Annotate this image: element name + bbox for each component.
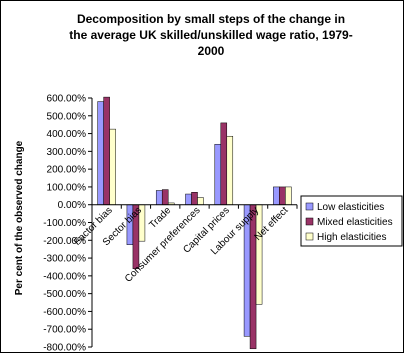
y-tick-label: 400.00% <box>47 129 87 140</box>
chart-title-line-3: 2000 <box>198 44 225 58</box>
y-tick-label: -400.00% <box>43 271 86 282</box>
y-tick-label: -800.00% <box>43 343 86 354</box>
bar <box>109 128 116 205</box>
legend-label: Mixed elasticities <box>317 217 393 228</box>
plot-area: 600.00% 500.00% 400.00% 300.00% 200.00% 100.0… <box>43 94 298 354</box>
bar <box>214 143 222 205</box>
y-axis-label: Per cent of the observed change <box>14 140 25 295</box>
y-tick-label: 200.00% <box>47 165 87 176</box>
y-tick-label: 300.00% <box>47 147 87 158</box>
bar <box>103 96 110 205</box>
y-tick-label: -300.00% <box>43 254 86 265</box>
legend-label: High elasticities <box>317 232 386 243</box>
bar <box>273 186 280 205</box>
y-tick-label: 600.00% <box>47 94 87 105</box>
y-tick-label: 0.00% <box>58 200 86 211</box>
bar <box>249 204 257 350</box>
y-tick-label: -200.00% <box>43 236 86 247</box>
bar <box>226 135 234 205</box>
bar <box>191 192 198 205</box>
bar <box>279 186 286 205</box>
y-tick-label: -700.00% <box>43 325 86 336</box>
bar <box>185 193 192 205</box>
chart-title: Decomposition by small steps of the chan… <box>69 12 352 58</box>
bar <box>155 190 163 205</box>
y-tick-label: 100.00% <box>47 182 87 193</box>
legend: Low elasticities Mixed elasticities High e… <box>300 195 403 247</box>
legend-swatch <box>305 202 314 211</box>
legend-box <box>300 195 403 247</box>
chart-title-line-1: Decomposition by small steps of the chan… <box>77 12 345 26</box>
bar <box>161 189 169 205</box>
legend-swatch <box>305 217 314 226</box>
legend-label: Low elasticities <box>317 202 384 213</box>
bar <box>197 197 204 205</box>
y-tick-label: -100.00% <box>43 218 86 229</box>
y-tick-label: -500.00% <box>43 289 86 300</box>
chart-title-line-2: the average UK skilled/unskilled wage ra… <box>69 28 352 42</box>
y-tick-label: -600.00% <box>43 307 86 318</box>
bar <box>255 204 263 305</box>
bar <box>285 186 292 205</box>
bar <box>97 101 104 205</box>
legend-swatch <box>305 232 314 241</box>
y-tick-label: 500.00% <box>47 111 87 122</box>
bar <box>220 122 228 205</box>
x-tick-label: Trade <box>147 205 173 231</box>
